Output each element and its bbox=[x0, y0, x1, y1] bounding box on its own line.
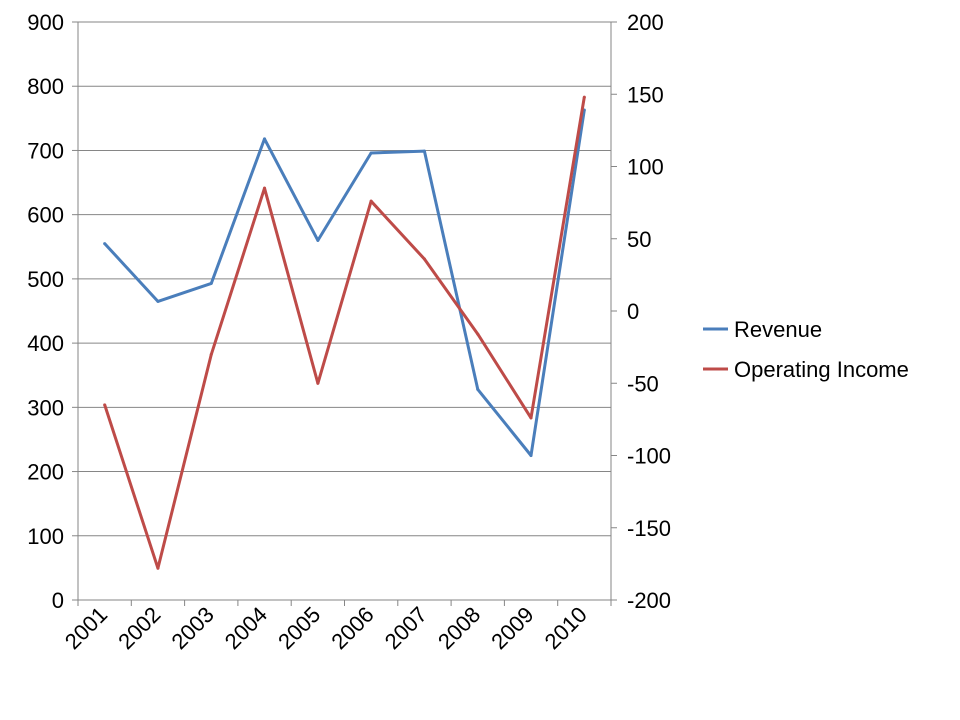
right-tick-label: -200 bbox=[627, 588, 671, 613]
legend-label-revenue: Revenue bbox=[734, 317, 822, 342]
series-line-revenue bbox=[103, 109, 586, 457]
right-tick-label: 200 bbox=[627, 10, 664, 35]
right-tick-label: 150 bbox=[627, 82, 664, 107]
x-tick-label: 2006 bbox=[326, 602, 378, 654]
x-tick-label: 2009 bbox=[486, 602, 538, 654]
x-tick-label: 2007 bbox=[380, 602, 432, 654]
left-tick-label: 100 bbox=[27, 524, 64, 549]
data-point bbox=[422, 149, 426, 153]
data-point bbox=[529, 454, 533, 457]
left-tick-label: 200 bbox=[27, 460, 64, 485]
data-point bbox=[369, 199, 373, 203]
x-tick-label: 2001 bbox=[60, 602, 112, 654]
right-axis-ticks: -200 -150 -100 -50 0 50 100 150 200 bbox=[611, 10, 671, 613]
legend: Revenue Operating Income bbox=[703, 317, 909, 382]
series-lines bbox=[103, 95, 586, 570]
axes bbox=[77, 22, 612, 601]
left-tick-label: 0 bbox=[52, 588, 64, 613]
data-point bbox=[316, 381, 320, 385]
right-tick-label: -50 bbox=[627, 371, 659, 396]
left-tick-label: 500 bbox=[27, 267, 64, 292]
data-point bbox=[476, 387, 480, 391]
x-tick-label: 2005 bbox=[273, 602, 325, 654]
right-tick-label: 100 bbox=[627, 155, 664, 180]
data-point bbox=[316, 238, 320, 242]
x-tick-label: 2004 bbox=[220, 602, 272, 654]
left-tick-label: 900 bbox=[27, 10, 64, 35]
data-point bbox=[476, 332, 480, 336]
data-point bbox=[582, 95, 586, 99]
data-point bbox=[103, 242, 107, 246]
left-tick-label: 700 bbox=[27, 138, 64, 163]
data-point bbox=[529, 416, 533, 420]
data-point bbox=[263, 186, 267, 190]
data-point bbox=[422, 257, 426, 261]
x-tick-label: 2010 bbox=[540, 602, 592, 654]
legend-label-operating-income: Operating Income bbox=[734, 357, 909, 382]
x-tick-label: 2008 bbox=[433, 602, 485, 654]
x-tick-label: 2002 bbox=[113, 602, 165, 654]
data-point bbox=[369, 151, 373, 155]
x-tick-label: 2003 bbox=[166, 602, 218, 654]
right-tick-label: 0 bbox=[627, 299, 639, 324]
left-axis-ticks: 0 100 200 300 400 500 600 700 800 900 bbox=[27, 10, 78, 613]
right-tick-label: -150 bbox=[627, 516, 671, 541]
x-axis-ticks: 2001 2002 2003 2004 2005 2006 2007 2008 2009 2010 bbox=[60, 600, 612, 654]
left-tick-label: 800 bbox=[27, 74, 64, 99]
left-tick-label: 300 bbox=[27, 395, 64, 420]
left-tick-label: 600 bbox=[27, 203, 64, 228]
right-tick-label: 50 bbox=[627, 227, 651, 252]
series-line-operating-income bbox=[103, 96, 586, 570]
data-point bbox=[156, 566, 160, 570]
gridlines bbox=[78, 21, 611, 537]
data-point bbox=[209, 352, 213, 356]
data-point bbox=[103, 403, 107, 407]
right-tick-label: -100 bbox=[627, 444, 671, 469]
left-tick-label: 400 bbox=[27, 331, 64, 356]
data-point bbox=[209, 281, 213, 285]
data-point bbox=[263, 137, 267, 141]
data-point bbox=[156, 299, 160, 303]
